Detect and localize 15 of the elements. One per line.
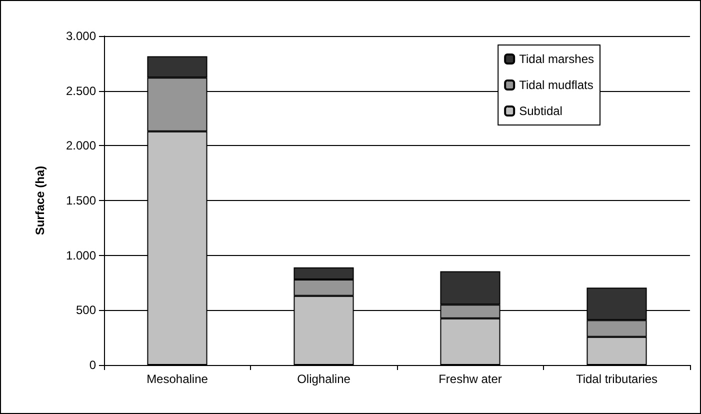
y-axis-title: Surface (ha): [33, 166, 47, 236]
x-tick-label: Mesohaline: [146, 372, 208, 386]
y-tick-label: 0: [89, 358, 96, 372]
y-tick-label: 1.000: [66, 248, 96, 262]
legend-label: Subtidal: [519, 104, 562, 118]
x-tick-label: Olighaline: [297, 372, 351, 386]
y-tick-label: 3.000: [66, 29, 96, 43]
y-tick-label: 500: [76, 303, 96, 318]
legend-label: Tidal mudflats: [519, 78, 594, 92]
y-tick-label: 1.500: [66, 194, 96, 208]
y-tick-label: 2.000: [66, 138, 96, 153]
x-tick-label: Tidal tributaries: [576, 372, 658, 386]
y-tick-label: 2.500: [66, 84, 96, 98]
x-tick-label: Freshw ater: [438, 372, 502, 386]
legend-label: Tidal marshes: [519, 52, 594, 66]
